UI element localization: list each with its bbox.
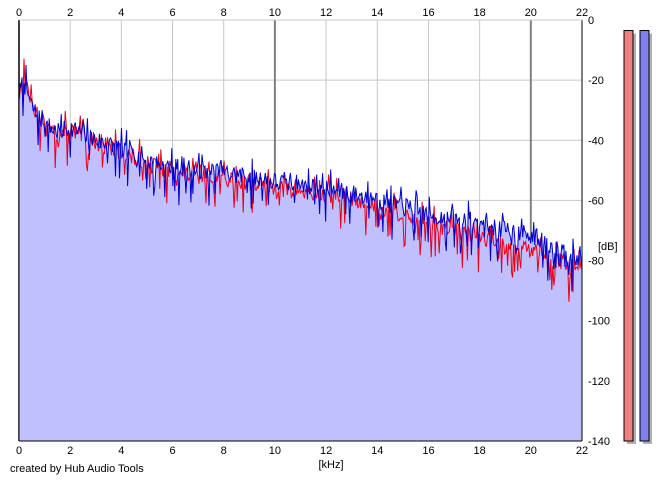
x-tick-label-top: 20 xyxy=(525,7,537,19)
y-tick-label: -20 xyxy=(588,75,604,87)
credit-text: created by Hub Audio Tools xyxy=(10,463,144,475)
x-tick-label-bottom: 14 xyxy=(371,445,383,457)
x-tick-label-bottom: 10 xyxy=(269,445,281,457)
x-tick-label-top: 22 xyxy=(576,7,588,19)
spectrum-fill xyxy=(19,65,582,441)
x-axis-label: [kHz] xyxy=(318,459,343,471)
x-tick-label-bottom: 20 xyxy=(525,445,537,457)
x-tick-label-bottom: 6 xyxy=(169,445,175,457)
x-tick-label-top: 12 xyxy=(320,7,332,19)
x-tick-label-bottom: 2 xyxy=(67,445,73,457)
y-tick-labels: 0 -20 -40 -60 -80 -100 -120 -140 xyxy=(588,15,610,448)
x-tick-label-top: 14 xyxy=(371,7,383,19)
x-tick-label-bottom: 8 xyxy=(221,445,227,457)
x-tick-label-top: 4 xyxy=(118,7,124,19)
y-tick-label: -80 xyxy=(588,256,604,268)
x-tick-label-bottom: 4 xyxy=(118,445,124,457)
series-line-blue xyxy=(18,64,583,292)
y-axis-label: [dB] xyxy=(598,241,618,253)
level-meter-bar xyxy=(639,30,650,442)
y-tick-label: -40 xyxy=(588,135,604,147)
x-tick-label-top: 18 xyxy=(474,7,486,19)
level-meters xyxy=(623,30,652,445)
x-tick-label-top: 2 xyxy=(67,7,73,19)
y-tick-label: -140 xyxy=(588,436,610,448)
spectrum-area xyxy=(19,65,582,441)
x-tick-label-bottom: 12 xyxy=(320,445,332,457)
x-tick-label-top: 6 xyxy=(169,7,175,19)
x-tick-label-bottom: 22 xyxy=(576,445,588,457)
y-tick-label: -120 xyxy=(588,376,610,388)
x-tick-label-top: 8 xyxy=(221,7,227,19)
x-tick-label-bottom: 16 xyxy=(422,445,434,457)
x-tick-label-top: 10 xyxy=(269,7,281,19)
spectrum-lines xyxy=(18,58,583,302)
x-tick-label-bottom: 18 xyxy=(474,445,486,457)
y-tick-label: -100 xyxy=(588,316,610,328)
level-meter-bar xyxy=(623,30,634,442)
axes xyxy=(18,19,583,442)
x-tick-label-bottom: 0 xyxy=(16,445,22,457)
y-tick-label: 0 xyxy=(588,15,594,27)
y-tick-label: -60 xyxy=(588,195,604,207)
x-tick-label-top: 0 xyxy=(16,7,22,19)
x-tick-label-top: 16 xyxy=(422,7,434,19)
